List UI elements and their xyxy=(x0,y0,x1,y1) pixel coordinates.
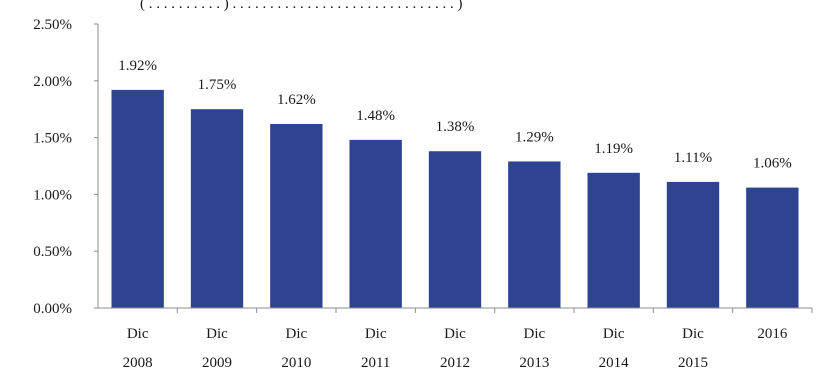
x-tick-label: Dic xyxy=(682,326,704,342)
x-tick-label: 2009 xyxy=(202,355,232,371)
data-labels: 1.92% 1.75% 1.62% 1.48% 1.38% 1.29% 1.19% 1.11%… xyxy=(118,58,791,172)
y-tick-label: 2.00% xyxy=(33,74,72,90)
x-tick-label: Dic xyxy=(285,326,307,342)
data-label: 1.62% xyxy=(277,92,316,108)
bar xyxy=(666,181,720,308)
bar xyxy=(587,172,640,308)
bar xyxy=(349,139,402,308)
x-tick-label: 2013 xyxy=(519,355,549,371)
bars xyxy=(111,89,799,308)
x-tick-label: Dic xyxy=(523,326,545,342)
bar xyxy=(746,187,799,308)
data-label: 1.92% xyxy=(118,58,157,74)
x-tick-label: Dic xyxy=(127,326,149,342)
bar xyxy=(111,89,164,308)
data-label: 1.38% xyxy=(436,119,475,135)
x-tick-label: 2015 xyxy=(678,355,708,371)
x-tick-label: 2010 xyxy=(281,355,311,371)
data-label: 1.19% xyxy=(594,141,633,157)
y-tick-label: 0.50% xyxy=(33,244,72,260)
y-tick-label: 2.50% xyxy=(33,17,72,33)
x-tick-label: 2008 xyxy=(123,355,153,371)
data-label: 1.06% xyxy=(753,156,792,172)
data-label: 1.48% xyxy=(356,108,395,124)
data-label: 1.11% xyxy=(674,150,712,166)
x-tick-label: Dic xyxy=(603,326,625,342)
x-tick-label: 2011 xyxy=(361,355,390,371)
y-tick-label: 0.00% xyxy=(33,301,72,317)
x-tick-label: 2014 xyxy=(599,355,630,371)
bar xyxy=(428,151,482,308)
x-tick-label: Dic xyxy=(444,326,466,342)
x-axis: Dic 2008 Dic 2009 Dic 2010 Dic 2011 Dic 2012 Dic 20… xyxy=(123,308,813,371)
bar xyxy=(508,161,561,308)
bar xyxy=(270,123,323,308)
bar xyxy=(190,109,244,308)
x-tick-label: Dic xyxy=(365,326,387,342)
y-axis: 0.00% 0.50% 1.00% 1.50% 2.00% 2.50% xyxy=(33,17,98,317)
top-text-fragment: ( . . . . . . . . . . ) . . . . . . . . … xyxy=(140,0,463,12)
x-tick-label: 2012 xyxy=(440,355,470,371)
y-tick-label: 1.50% xyxy=(33,131,72,147)
y-tick-label: 1.00% xyxy=(33,187,72,203)
x-tick-label: Dic xyxy=(206,326,228,342)
data-label: 1.29% xyxy=(515,129,554,145)
x-tick-label: 2016 xyxy=(757,326,788,342)
data-label: 1.75% xyxy=(198,77,237,93)
